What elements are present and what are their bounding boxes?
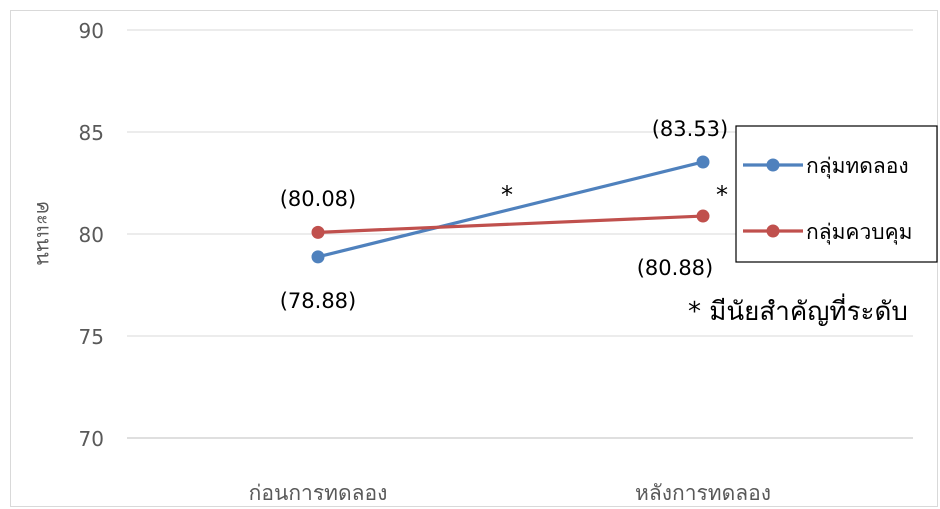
series-line-2 xyxy=(317,214,704,234)
data-labels: (78.88) (83.53) (80.08) (80.88) xyxy=(280,117,729,313)
y-tick-label: 70 xyxy=(79,427,104,451)
y-tick-label: 75 xyxy=(79,325,104,349)
data-label: (80.88) xyxy=(637,256,714,280)
y-axis-label: คะแนน xyxy=(32,201,56,266)
y-tick-label: 90 xyxy=(79,19,104,43)
series-layer xyxy=(311,155,710,264)
y-tick-label: 85 xyxy=(79,121,104,145)
significance-marker-1: * xyxy=(501,181,513,209)
x-tick-label: หลังการทดลอง xyxy=(635,481,771,505)
data-point xyxy=(696,209,710,223)
series-line-1 xyxy=(317,160,704,259)
data-label: (80.08) xyxy=(280,187,357,211)
data-point xyxy=(311,250,325,264)
x-tick-label: ก่อนการทดลอง xyxy=(249,481,388,505)
x-tick-labels: ก่อนการทดลอง หลังการทดลอง xyxy=(249,481,771,505)
y-tick-labels: 70 75 80 85 90 xyxy=(79,19,104,451)
legend-marker xyxy=(766,158,780,172)
data-point xyxy=(311,225,325,239)
legend-label: กลุ่มควบคุม xyxy=(806,220,913,245)
legend-box xyxy=(735,125,938,263)
data-label: (83.53) xyxy=(652,117,729,141)
significance-marker-2: * xyxy=(716,181,728,209)
significance-note: * มีนัยสำคัญที่ระดับ xyxy=(688,293,908,327)
legend-label: กลุ่มทดลอง xyxy=(806,154,909,179)
y-tick-label: 80 xyxy=(79,223,104,247)
legend-marker xyxy=(766,224,780,238)
data-label: (78.88) xyxy=(280,289,357,313)
data-point xyxy=(696,155,710,169)
